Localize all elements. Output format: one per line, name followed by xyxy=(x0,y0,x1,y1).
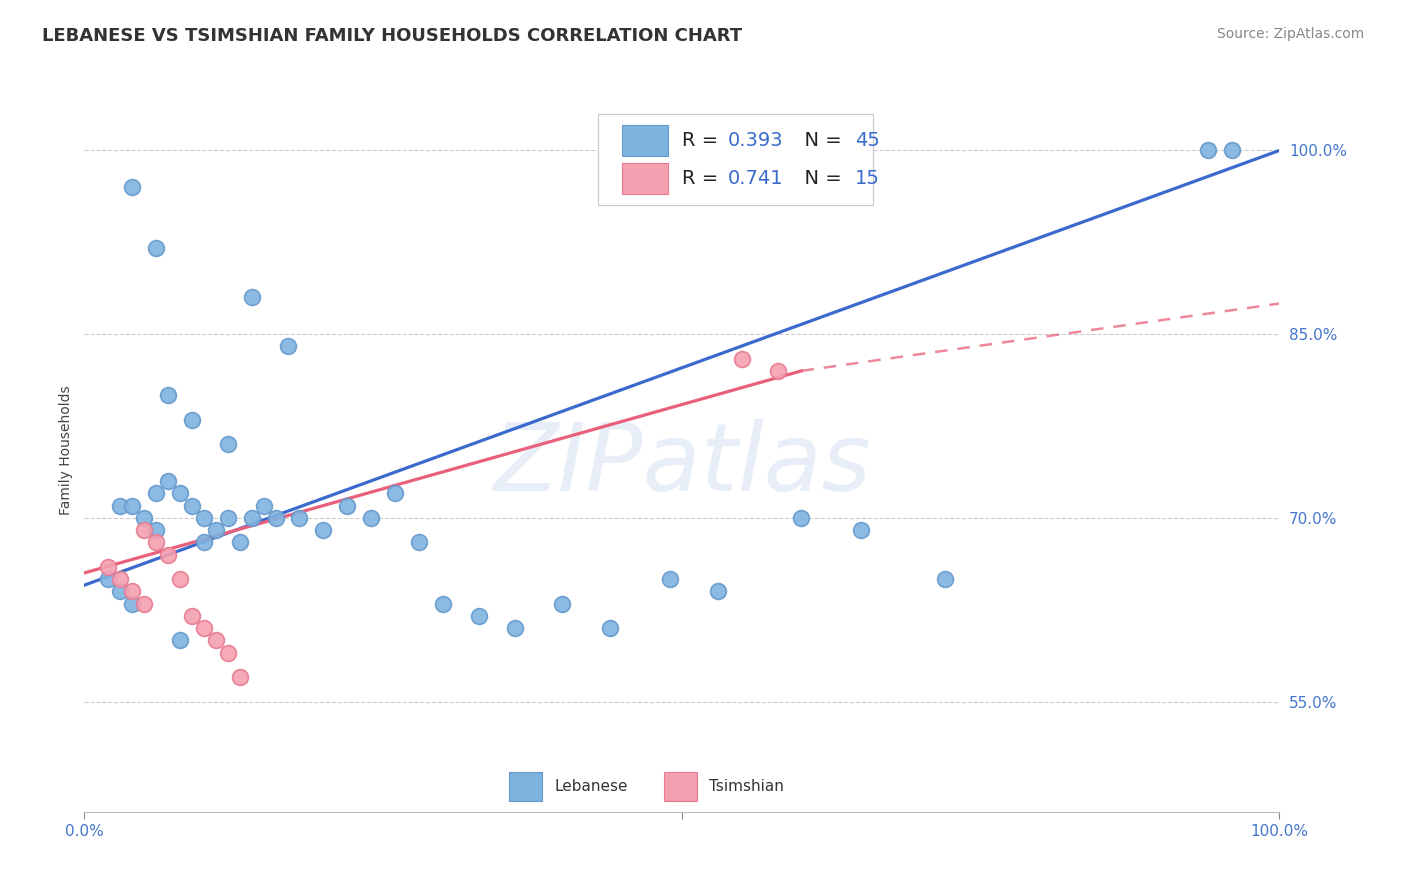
Point xyxy=(157,548,180,562)
Point xyxy=(766,364,789,378)
Point xyxy=(157,388,180,402)
Point xyxy=(240,290,263,304)
FancyBboxPatch shape xyxy=(509,772,543,801)
Point xyxy=(468,608,491,623)
Point xyxy=(121,180,143,194)
Point xyxy=(851,523,873,537)
Point xyxy=(132,523,156,537)
Point xyxy=(432,597,454,611)
Point xyxy=(145,486,167,500)
FancyBboxPatch shape xyxy=(599,114,873,205)
Point xyxy=(360,511,382,525)
Point xyxy=(145,523,167,537)
Text: Lebanese: Lebanese xyxy=(554,779,627,794)
Point xyxy=(288,511,311,525)
Point xyxy=(145,535,167,549)
Point xyxy=(132,597,156,611)
Point xyxy=(157,474,180,488)
Point xyxy=(110,499,132,513)
Point xyxy=(264,511,287,525)
Point xyxy=(169,572,191,586)
FancyBboxPatch shape xyxy=(623,126,668,156)
Point xyxy=(121,499,143,513)
Point xyxy=(97,572,120,586)
Point xyxy=(253,499,276,513)
Point xyxy=(169,633,191,648)
FancyBboxPatch shape xyxy=(664,772,697,801)
Text: N =: N = xyxy=(792,131,848,151)
Point xyxy=(336,499,359,513)
Text: 45: 45 xyxy=(855,131,880,151)
Point xyxy=(384,486,406,500)
Point xyxy=(169,486,191,500)
Text: R =: R = xyxy=(682,169,724,188)
Point xyxy=(205,633,228,648)
Text: 0.393: 0.393 xyxy=(727,131,783,151)
Text: 15: 15 xyxy=(855,169,880,188)
Y-axis label: Family Households: Family Households xyxy=(59,385,73,516)
Point xyxy=(181,499,204,513)
Point xyxy=(193,535,215,549)
Point xyxy=(110,572,132,586)
Point xyxy=(707,584,730,599)
Point xyxy=(503,621,526,635)
Point xyxy=(229,535,252,549)
Point xyxy=(121,597,143,611)
Point xyxy=(193,621,215,635)
Text: LEBANESE VS TSIMSHIAN FAMILY HOUSEHOLDS CORRELATION CHART: LEBANESE VS TSIMSHIAN FAMILY HOUSEHOLDS … xyxy=(42,27,742,45)
Point xyxy=(217,511,239,525)
Point xyxy=(217,437,239,451)
Point xyxy=(731,351,754,366)
Point xyxy=(145,241,167,255)
Point xyxy=(277,339,299,353)
Point xyxy=(229,670,252,684)
Point xyxy=(97,559,120,574)
Point xyxy=(312,523,335,537)
Point xyxy=(181,413,204,427)
Text: Tsimshian: Tsimshian xyxy=(710,779,785,794)
Point xyxy=(205,523,228,537)
Point xyxy=(240,511,263,525)
Text: Source: ZipAtlas.com: Source: ZipAtlas.com xyxy=(1216,27,1364,41)
Point xyxy=(599,621,621,635)
Point xyxy=(1220,144,1243,158)
Point xyxy=(551,597,574,611)
Point xyxy=(132,511,156,525)
Point xyxy=(193,511,215,525)
Point xyxy=(408,535,430,549)
Point xyxy=(790,511,813,525)
Text: R =: R = xyxy=(682,131,724,151)
Text: N =: N = xyxy=(792,169,848,188)
Point xyxy=(1197,144,1219,158)
Text: ZIPatlas: ZIPatlas xyxy=(494,419,870,510)
Point xyxy=(934,572,956,586)
Point xyxy=(181,608,204,623)
Point xyxy=(110,584,132,599)
Point xyxy=(659,572,682,586)
Text: 0.741: 0.741 xyxy=(727,169,783,188)
Point xyxy=(121,584,143,599)
FancyBboxPatch shape xyxy=(623,163,668,194)
Point xyxy=(217,646,239,660)
